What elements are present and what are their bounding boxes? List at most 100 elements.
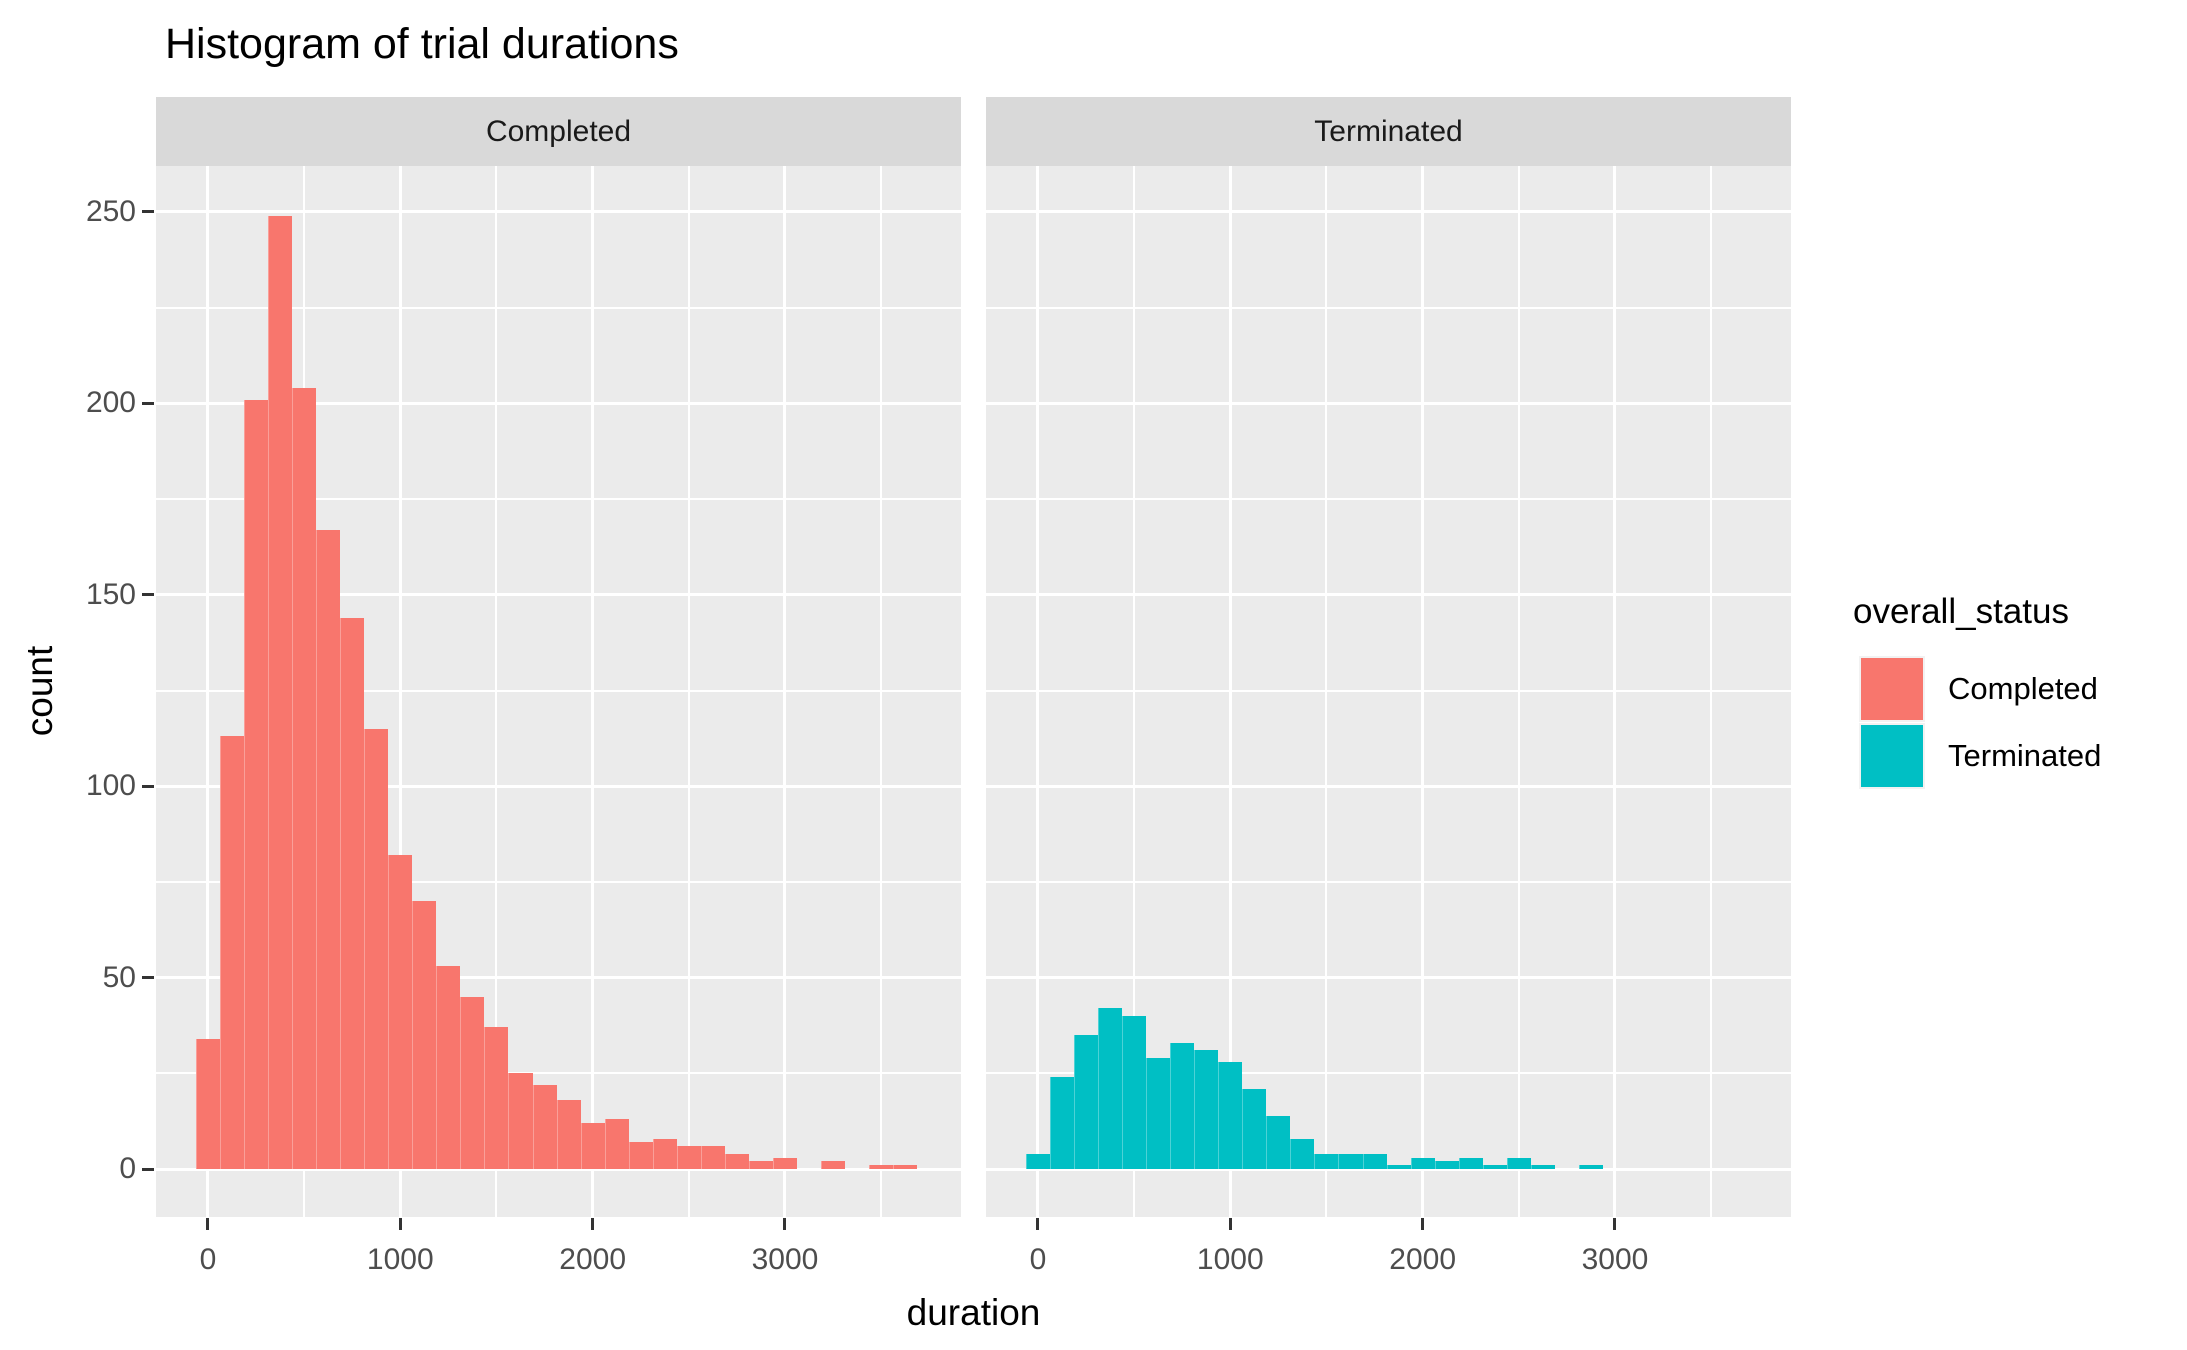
y-tick-mark <box>142 210 154 214</box>
y-tick-mark <box>142 593 154 597</box>
histogram-bar-completed-1875 <box>556 1100 581 1170</box>
x-tick-mark <box>1228 1218 1232 1230</box>
grid-major-y <box>156 593 961 597</box>
histogram-bar-completed-1250 <box>436 966 461 1170</box>
histogram-bar-terminated-500 <box>1122 1015 1147 1170</box>
x-axis-title: duration <box>906 1292 1041 1333</box>
y-tick-mark <box>142 1167 154 1171</box>
histogram-bar-completed-375 <box>268 215 293 1170</box>
facet-strip-terminated: Terminated <box>986 97 1791 166</box>
x-tick-label: 3000 <box>1581 1243 1649 1276</box>
grid-minor-x <box>1517 166 1520 1217</box>
histogram-bar-completed-3000 <box>772 1157 797 1170</box>
grid-minor-y <box>156 689 961 692</box>
histogram-bar-terminated-1500 <box>1314 1153 1339 1170</box>
grid-minor-y <box>986 306 1791 309</box>
histogram-bar-completed-875 <box>364 728 389 1170</box>
histogram-bar-terminated-0 <box>1025 1153 1050 1170</box>
y-tick-label: 50 <box>102 960 136 994</box>
histogram-bar-completed-3500 <box>869 1165 894 1170</box>
grid-minor-y <box>156 1072 961 1075</box>
histogram-bar-terminated-2125 <box>1434 1161 1459 1170</box>
grid-minor-y <box>156 306 961 309</box>
grid-minor-x <box>687 166 690 1217</box>
grid-major-x <box>1228 166 1232 1217</box>
facet-strip-label-completed: Completed <box>485 114 632 148</box>
y-tick-mark <box>142 784 154 788</box>
legend-title: overall_status <box>1853 592 2069 631</box>
histogram-bar-terminated-375 <box>1098 1008 1123 1170</box>
histogram-bar-terminated-125 <box>1049 1077 1074 1170</box>
legend-label-terminated: Terminated <box>1948 738 2102 773</box>
grid-minor-y <box>156 880 961 883</box>
histogram-bar-completed-3250 <box>821 1161 846 1170</box>
grid-major-y <box>986 593 1791 597</box>
y-axis-title: count <box>19 645 60 737</box>
grid-minor-x <box>1325 166 1328 1217</box>
y-tick-label: 150 <box>85 577 136 611</box>
facet-strip-completed: Completed <box>156 97 961 166</box>
histogram-bar-completed-500 <box>292 388 317 1170</box>
x-tick-mark <box>206 1218 210 1230</box>
histogram-bar-completed-1500 <box>484 1027 509 1170</box>
grid-major-x <box>591 166 595 1217</box>
x-tick-label: 0 <box>199 1243 217 1276</box>
x-tick-label: 1000 <box>366 1243 434 1276</box>
y-tick-label: 200 <box>85 386 136 420</box>
grid-major-y <box>156 1167 961 1171</box>
histogram-bar-terminated-1875 <box>1386 1165 1411 1170</box>
x-tick-label: 1000 <box>1196 1243 1264 1276</box>
y-tick-label: 0 <box>119 1152 136 1186</box>
histogram-bar-completed-2875 <box>748 1161 773 1170</box>
grid-major-y <box>986 210 1791 214</box>
grid-minor-y <box>986 498 1791 501</box>
histogram-bar-terminated-1625 <box>1338 1153 1363 1170</box>
histogram-bar-completed-2750 <box>724 1153 749 1170</box>
histogram-bar-terminated-1250 <box>1266 1115 1291 1170</box>
grid-minor-x <box>1710 166 1713 1217</box>
y-tick-label: 100 <box>85 769 136 803</box>
histogram-bar-terminated-750 <box>1170 1042 1195 1170</box>
histogram-bar-terminated-1125 <box>1242 1088 1267 1170</box>
x-tick-label: 2000 <box>559 1243 627 1276</box>
legend-key-terminated-swatch <box>1859 723 1925 789</box>
grid-major-x <box>1421 166 1425 1217</box>
histogram-bar-terminated-2500 <box>1506 1157 1531 1170</box>
histogram-bar-terminated-2000 <box>1410 1157 1435 1170</box>
grid-major-y <box>986 401 1791 405</box>
grid-major-x <box>1036 166 1040 1217</box>
x-tick-mark <box>1613 1218 1617 1230</box>
grid-minor-y <box>156 498 961 501</box>
histogram-bar-completed-3625 <box>893 1165 918 1170</box>
histogram-bar-completed-1750 <box>532 1084 557 1170</box>
histogram-bar-completed-1375 <box>460 996 485 1170</box>
histogram-bar-terminated-2875 <box>1578 1165 1603 1170</box>
grid-major-y <box>156 976 961 980</box>
histogram-bar-terminated-250 <box>1074 1035 1099 1170</box>
legend-label-completed: Completed <box>1948 671 2098 706</box>
grid-major-y <box>156 401 961 405</box>
histogram-bar-terminated-625 <box>1146 1058 1171 1170</box>
histogram-bar-terminated-875 <box>1194 1050 1219 1170</box>
histogram-bar-terminated-1375 <box>1290 1138 1315 1170</box>
facet-strip-label-terminated: Terminated <box>1314 114 1463 148</box>
histogram-bar-completed-1125 <box>412 901 437 1170</box>
x-tick-mark <box>1421 1218 1425 1230</box>
histogram-bar-completed-1000 <box>388 855 413 1170</box>
histogram-bar-completed-1625 <box>508 1073 533 1170</box>
x-tick-mark <box>398 1218 402 1230</box>
grid-minor-y <box>986 689 1791 692</box>
histogram-bar-completed-625 <box>316 529 341 1170</box>
facet-panel-completed <box>156 166 961 1217</box>
histogram-bar-completed-2625 <box>700 1146 725 1170</box>
histogram-bar-terminated-1750 <box>1362 1153 1387 1170</box>
grid-major-y <box>986 1167 1791 1171</box>
histogram-bar-terminated-2625 <box>1530 1165 1555 1170</box>
grid-minor-y <box>986 1072 1791 1075</box>
grid-major-x <box>1613 166 1617 1217</box>
facet-panel-terminated <box>986 166 1791 1217</box>
histogram-bar-completed-2125 <box>604 1119 629 1170</box>
histogram-bar-completed-750 <box>340 617 365 1170</box>
histogram-bar-completed-2375 <box>652 1138 677 1170</box>
